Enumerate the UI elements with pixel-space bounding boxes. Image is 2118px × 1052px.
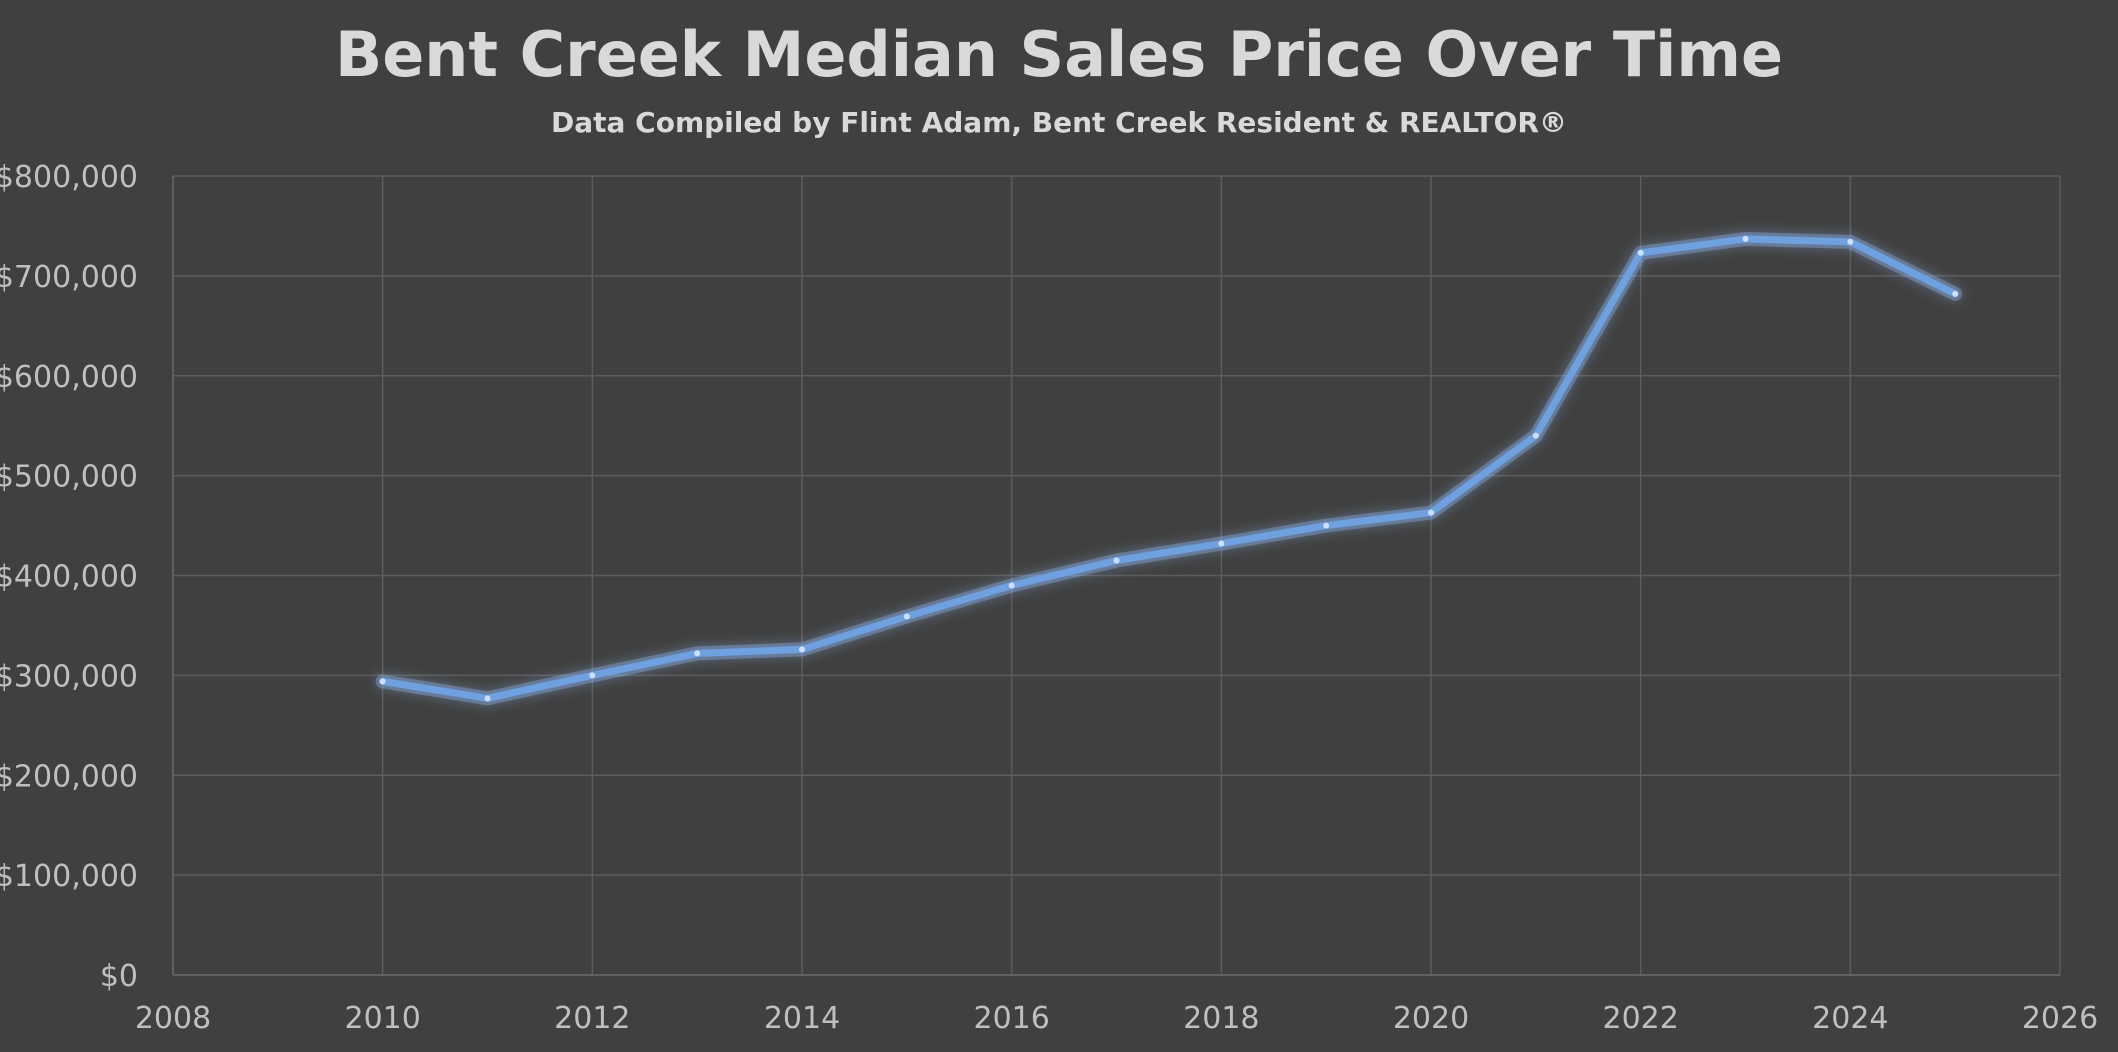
series-line-glow <box>375 231 1963 706</box>
x-tick-label: 2016 <box>973 1001 1049 1036</box>
y-tick-label: $200,000 <box>0 759 138 794</box>
x-tick-label: 2008 <box>135 1001 211 1036</box>
data-point <box>379 678 386 685</box>
x-tick-label: 2018 <box>1183 1001 1259 1036</box>
data-point <box>484 695 491 702</box>
y-tick-label: $700,000 <box>0 260 138 295</box>
x-tick-label: 2024 <box>1812 1001 1888 1036</box>
data-point <box>1952 290 1959 297</box>
series-line <box>379 235 1959 702</box>
x-tick-label: 2010 <box>344 1001 420 1036</box>
chart-title: Bent Creek Median Sales Price Over Time <box>335 18 1783 91</box>
data-point <box>1323 522 1330 529</box>
data-point <box>799 646 805 653</box>
y-tick-label: $0 <box>100 959 138 994</box>
data-point <box>903 613 910 620</box>
y-tick-label: $500,000 <box>0 460 138 495</box>
data-point <box>1113 557 1120 564</box>
tick-labels: $0 $100,000 $200,000 $300,000 $400,000 $500,0… <box>0 160 2098 1036</box>
y-tick-label: $800,000 <box>0 160 138 195</box>
data-point <box>1742 235 1749 242</box>
data-point <box>1847 238 1854 245</box>
series-layer <box>375 231 1963 706</box>
x-tick-label: 2026 <box>2022 1001 2098 1036</box>
data-point <box>694 650 701 657</box>
y-tick-label: $100,000 <box>0 859 138 894</box>
x-tick-label: 2022 <box>1602 1001 1678 1036</box>
x-tick-label: 2014 <box>764 1001 840 1036</box>
data-point <box>1532 432 1539 439</box>
data-point <box>1218 540 1225 547</box>
data-point <box>1428 509 1434 516</box>
axes <box>172 176 2060 976</box>
data-point <box>589 672 596 679</box>
y-tick-label: $300,000 <box>0 659 138 694</box>
y-tick-label: $600,000 <box>0 360 138 395</box>
x-tick-label: 2012 <box>554 1001 630 1036</box>
y-tick-label: $400,000 <box>0 560 138 595</box>
gridlines <box>173 175 2061 975</box>
data-point <box>1008 582 1015 589</box>
x-tick-label: 2020 <box>1393 1001 1469 1036</box>
chart-subtitle: Data Compiled by Flint Adam, Bent Creek … <box>551 106 1567 139</box>
data-point <box>1637 249 1644 256</box>
